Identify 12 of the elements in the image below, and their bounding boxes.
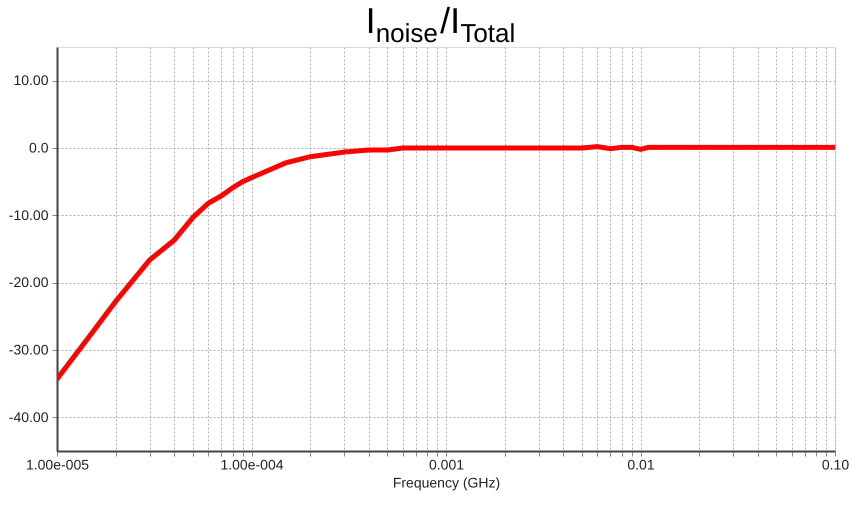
y-tick-label: -10.00 [8,206,49,223]
y-tick-label: 0.0 [29,140,49,156]
x-tick-label: 1.00e-005 [26,456,90,472]
x-tick-label: 0.001 [428,456,464,472]
x-tick-label: 0.01 [627,456,655,472]
y-tick-label: -30.00 [8,342,49,358]
x-axis-title: Frequency (GHz) [392,474,500,490]
y-tick-label: -20.00 [8,274,49,290]
y-tick-label: 10.00 [13,72,49,88]
x-tick-label: 1.00e-004 [220,456,284,472]
y-tick-label: -40.00 [8,408,49,425]
x-tick-label: 0.10 [822,456,850,472]
